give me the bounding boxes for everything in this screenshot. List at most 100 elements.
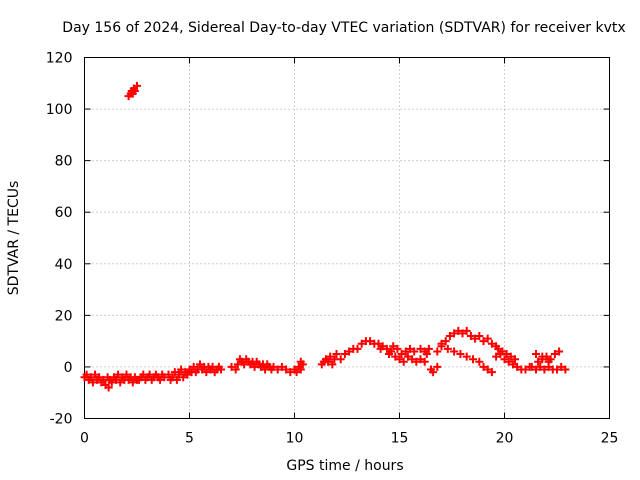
- y-tick-label: 120: [46, 51, 73, 67]
- chart-title: Day 156 of 2024, Sidereal Day-to-day VTE…: [62, 20, 625, 36]
- data-point: [424, 344, 433, 353]
- data-point: [387, 347, 396, 356]
- data-point: [466, 331, 475, 340]
- data-point: [454, 326, 463, 335]
- data-point: [538, 352, 547, 361]
- data-point: [429, 368, 438, 377]
- data-point: [532, 365, 540, 374]
- y-tick-label: 40: [55, 257, 73, 273]
- data-point: [456, 350, 465, 359]
- x-tick-label: 10: [286, 431, 304, 447]
- data-point: [391, 352, 400, 361]
- data-point: [508, 360, 517, 369]
- data-point: [393, 344, 402, 353]
- data-point: [389, 342, 398, 351]
- data-point: [336, 355, 345, 364]
- data-point: [511, 355, 519, 364]
- data-point: [160, 373, 169, 382]
- data-point: [395, 355, 404, 364]
- data-point: [282, 365, 291, 374]
- data-point: [116, 378, 125, 387]
- data-point: [532, 350, 540, 359]
- y-tick-label: -20: [50, 412, 73, 428]
- data-point: [397, 350, 406, 359]
- x-tick-label: 20: [496, 431, 514, 447]
- data-point: [433, 362, 442, 371]
- data-point: [273, 365, 282, 374]
- data-point: [179, 373, 188, 382]
- data-point: [133, 81, 141, 90]
- data-point: [324, 357, 333, 366]
- data-point: [296, 357, 305, 366]
- data-point: [183, 370, 192, 379]
- data-point: [95, 373, 104, 382]
- data-point: [462, 352, 471, 361]
- data-point: [326, 352, 335, 361]
- data-point: [475, 357, 484, 366]
- y-tick-label: 20: [55, 308, 73, 324]
- y-tick-label: 80: [55, 154, 73, 170]
- data-point: [498, 347, 507, 356]
- x-tick-label: 15: [391, 431, 409, 447]
- data-point: [433, 347, 442, 356]
- data-point: [374, 339, 383, 348]
- data-point: [107, 378, 116, 387]
- data-point: [471, 334, 480, 343]
- data-point: [479, 362, 488, 371]
- data-point: [420, 357, 429, 366]
- data-point: [382, 344, 391, 353]
- grid-lines: [84, 57, 610, 419]
- data-point: [168, 373, 177, 382]
- data-point: [122, 370, 131, 379]
- data-point: [479, 337, 488, 346]
- data-point: [450, 329, 459, 338]
- x-tick-label: 0: [80, 431, 89, 447]
- data-point: [378, 342, 387, 351]
- data-point: [227, 362, 236, 371]
- data-point: [544, 357, 553, 366]
- data-point: [401, 347, 410, 356]
- x-tick-label: 25: [601, 431, 619, 447]
- y-tick-label: 0: [64, 360, 73, 376]
- data-point: [483, 365, 492, 374]
- data-point: [156, 375, 165, 384]
- data-point: [177, 365, 186, 374]
- data-point: [269, 362, 278, 371]
- data-point: [416, 355, 425, 364]
- data-point: [506, 352, 515, 361]
- data-point: [128, 378, 137, 387]
- plot-frame: [84, 57, 610, 419]
- data-point: [441, 337, 450, 346]
- data-point: [403, 352, 412, 361]
- data-point: [170, 368, 179, 377]
- data-point: [416, 344, 425, 353]
- data-point: [164, 370, 173, 379]
- data-point: [332, 350, 341, 359]
- data-point: [408, 355, 417, 364]
- data-point: [412, 357, 421, 366]
- y-axis-ticks: -20 0 20 40 60 80 100 120: [46, 51, 610, 428]
- data-point: [277, 362, 286, 371]
- data-point: [406, 344, 414, 353]
- data-point: [445, 331, 454, 340]
- data-point: [483, 334, 492, 343]
- data-point: [353, 344, 362, 353]
- data-point: [561, 365, 570, 374]
- data-point: [296, 365, 305, 374]
- data-point: [487, 339, 496, 348]
- data-point: [553, 365, 561, 374]
- data-point: [217, 365, 225, 374]
- data-point: [340, 350, 349, 359]
- data-point: [410, 347, 419, 356]
- data-point: [557, 362, 566, 371]
- data-point: [172, 375, 181, 384]
- data-point: [437, 339, 446, 348]
- data-point: [104, 383, 113, 392]
- data-points: [80, 81, 570, 392]
- data-point: [399, 357, 408, 366]
- data-point: [189, 362, 198, 371]
- data-point: [458, 329, 467, 338]
- data-point: [357, 339, 366, 348]
- data-point: [536, 362, 545, 371]
